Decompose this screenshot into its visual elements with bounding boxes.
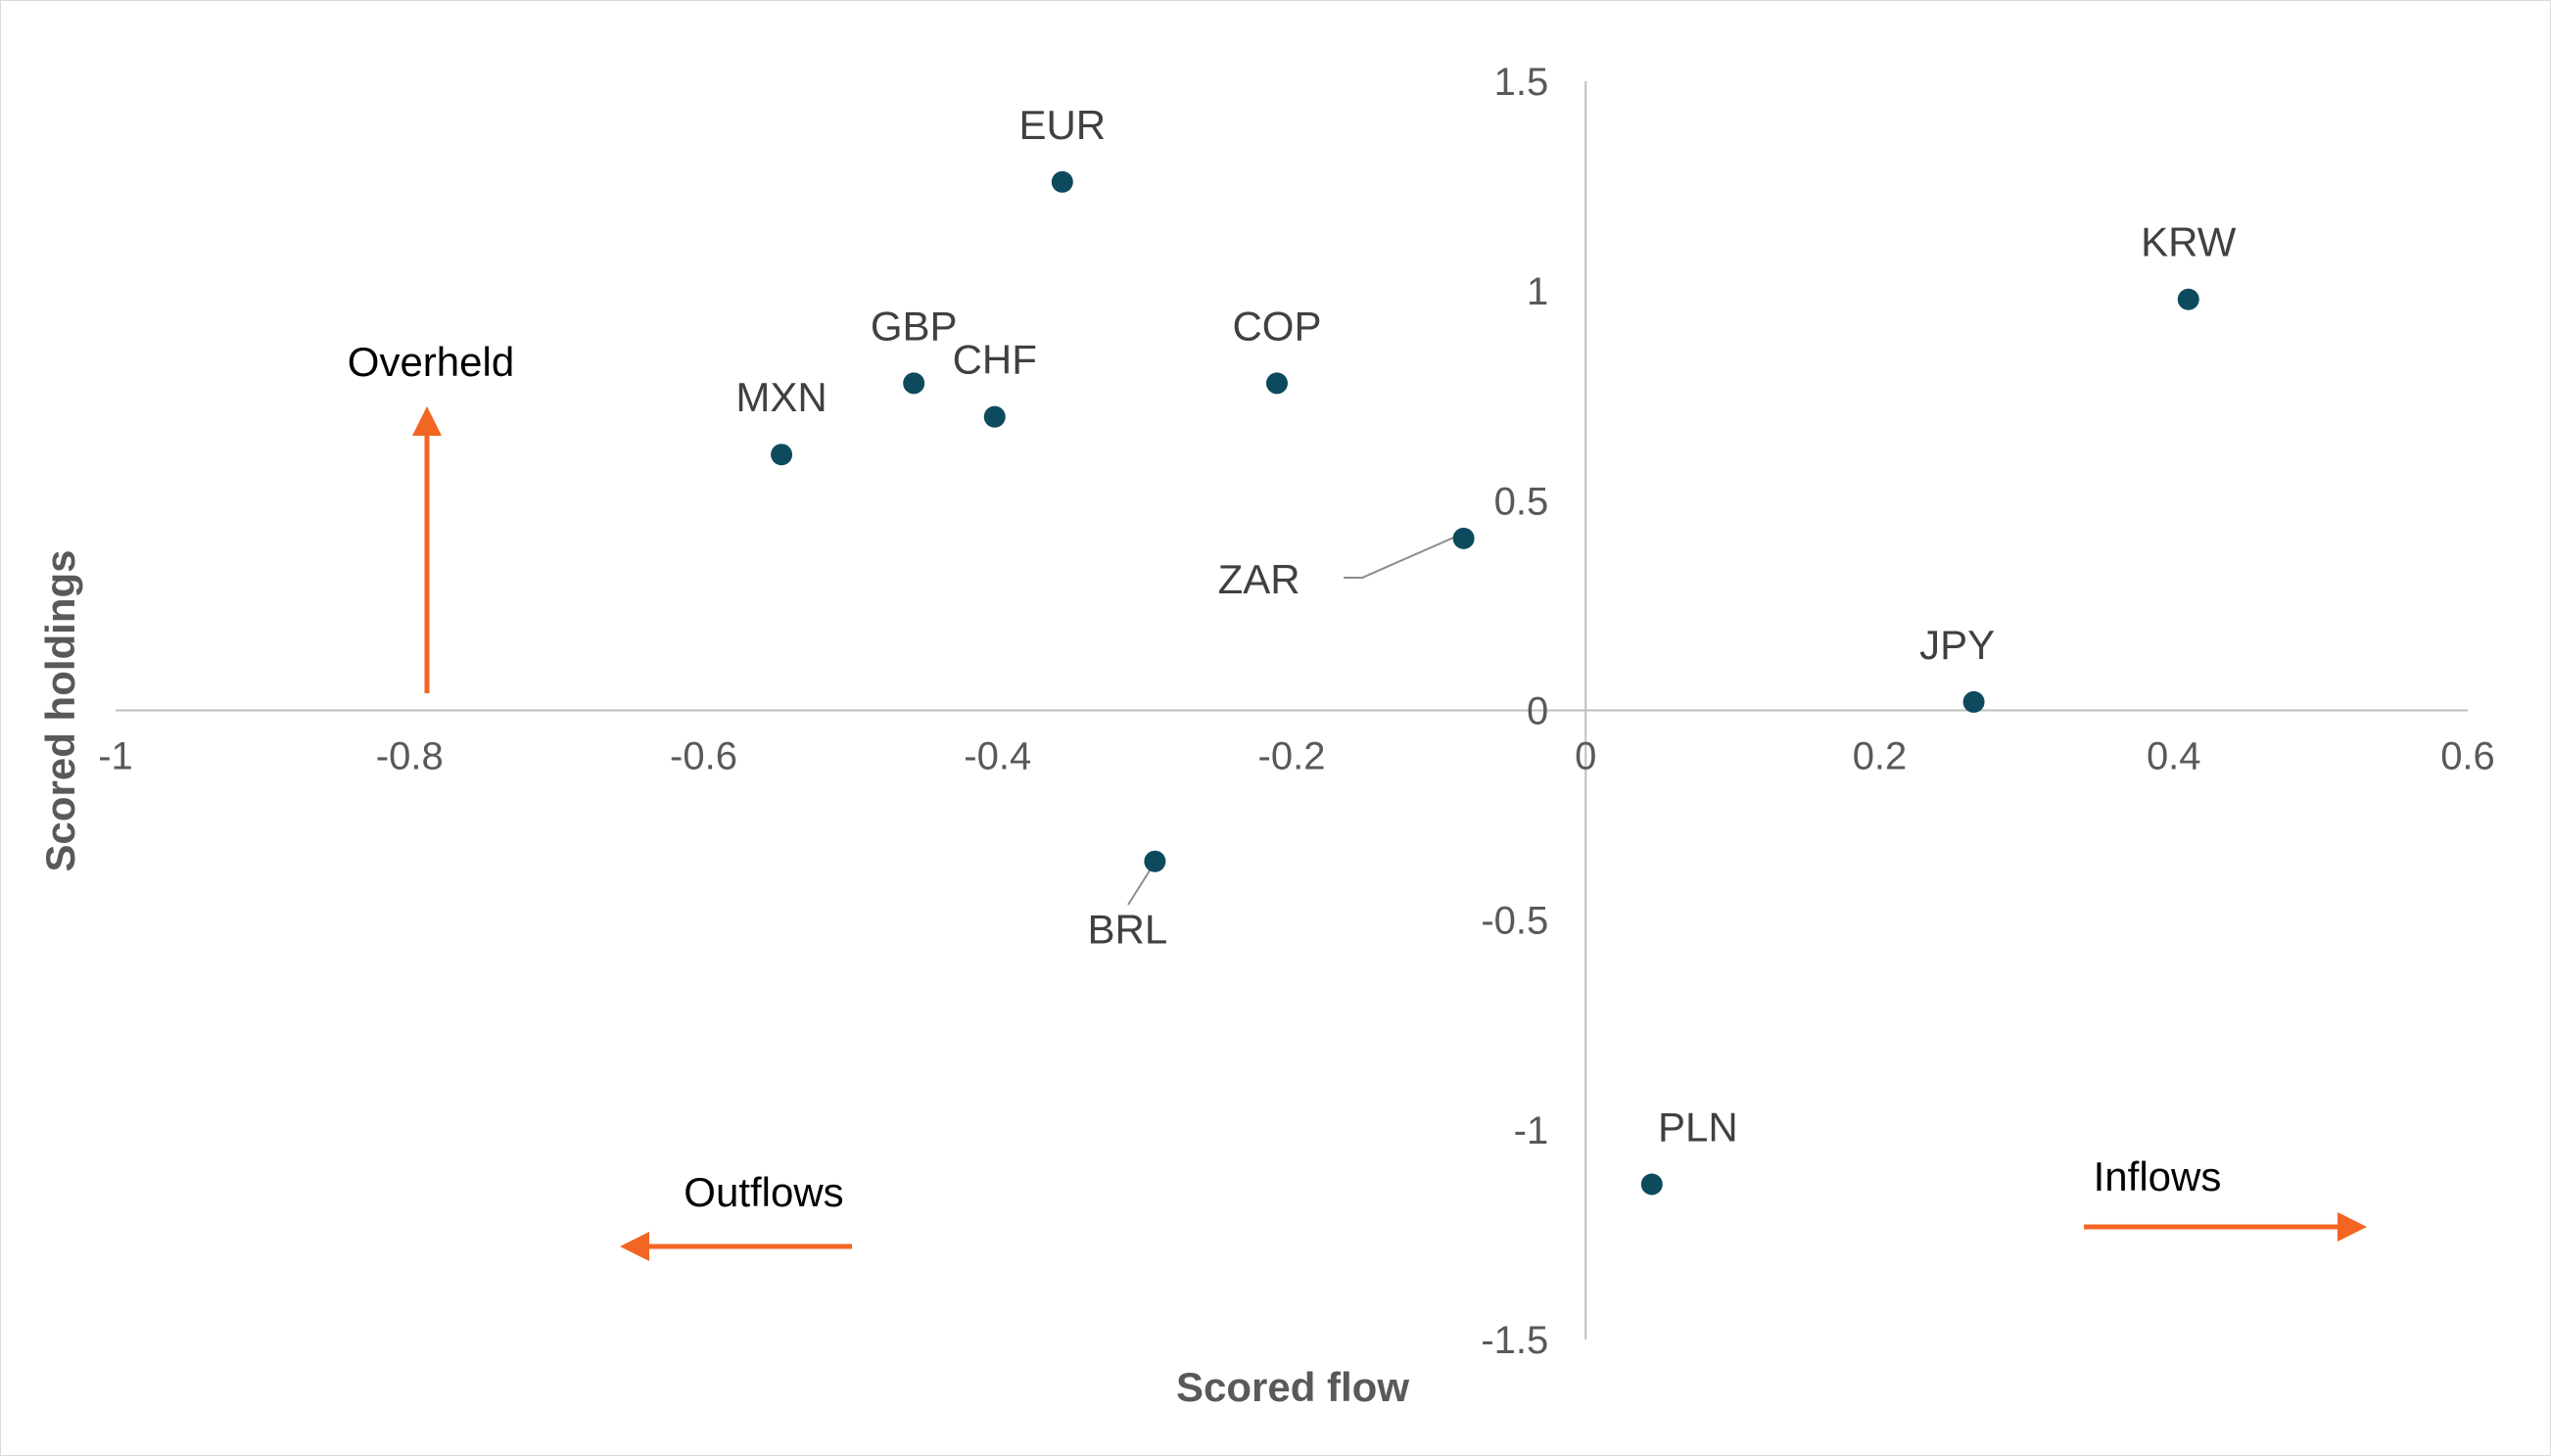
x-axis-title: Scored flow <box>1176 1364 1409 1410</box>
data-label-mxn: MXN <box>735 374 827 420</box>
data-point-pln <box>1640 1173 1663 1196</box>
x-tick-label: -0.4 <box>964 735 1031 778</box>
data-label-eur: EUR <box>1018 102 1106 148</box>
data-label-zar: ZAR <box>1218 556 1300 602</box>
data-point-chf <box>983 405 1006 428</box>
data-point-zar <box>1452 527 1475 549</box>
y-tick-label: 1.5 <box>1494 61 1549 104</box>
data-point-krw <box>2177 288 2199 310</box>
zar-leader-line <box>1344 535 1459 579</box>
outflows-label: Outflows <box>684 1169 843 1215</box>
x-tick-label: -0.2 <box>1258 735 1326 778</box>
x-tick-label: 0.2 <box>1853 735 1908 778</box>
x-tick-label: -0.8 <box>376 735 444 778</box>
x-tick-label: -0.6 <box>670 735 737 778</box>
data-label-pln: PLN <box>1658 1104 1738 1151</box>
y-tick-label: 0 <box>1527 690 1548 733</box>
y-tick-label: -1 <box>1514 1109 1549 1152</box>
y-tick-label: 1 <box>1527 270 1548 313</box>
data-label-krw: KRW <box>2141 219 2237 265</box>
data-point-cop <box>1265 372 1288 395</box>
data-label-gbp: GBP <box>871 303 958 349</box>
data-label-chf: CHF <box>953 337 1037 383</box>
data-label-jpy: JPY <box>1919 622 1995 668</box>
data-point-brl <box>1144 850 1166 872</box>
x-tick-label: 0.4 <box>2147 735 2201 778</box>
overheld-label: Overheld <box>348 339 514 385</box>
y-axis-title: Scored holdings <box>37 549 83 871</box>
x-tick-label: -1 <box>98 735 133 778</box>
x-tick-labels: -1 -0.8 -0.6 -0.4 -0.2 0 0.2 0.4 0.6 <box>98 735 2495 778</box>
data-points <box>771 170 2199 1196</box>
inflows-label: Inflows <box>2094 1153 2222 1199</box>
x-tick-label: 0 <box>1575 735 1596 778</box>
data-point-jpy <box>1962 690 1985 713</box>
axes <box>116 81 2468 1339</box>
y-tick-label: -0.5 <box>1481 900 1548 943</box>
y-tick-label: 0.5 <box>1494 480 1549 523</box>
data-point-eur <box>1051 170 1073 193</box>
annotations: Overheld Outflows Inflows <box>348 339 2367 1261</box>
data-label-cop: COP <box>1232 303 1321 349</box>
data-point-gbp <box>903 372 925 395</box>
y-tick-labels: 1.5 1 0.5 0 -0.5 -1 -1.5 <box>1481 61 1548 1362</box>
data-label-brl: BRL <box>1088 907 1168 953</box>
y-tick-label: -1.5 <box>1481 1319 1548 1362</box>
data-point-mxn <box>771 444 793 466</box>
x-tick-label: 0.6 <box>2440 735 2495 778</box>
